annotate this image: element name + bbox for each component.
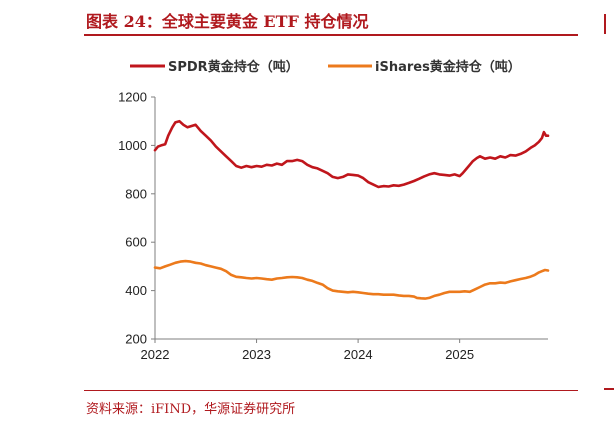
y-tick-label: 400 bbox=[125, 283, 147, 298]
source-divider bbox=[84, 390, 578, 391]
y-tick-label: 200 bbox=[125, 332, 147, 347]
y-tick-label: 600 bbox=[125, 235, 147, 250]
next-figure-edge-bottom bbox=[604, 388, 614, 390]
x-tick-label: 2023 bbox=[242, 347, 271, 362]
chart-axes: 200 400 600 800 1000 1200 2022 2023 2024 2025 bbox=[118, 90, 548, 362]
y-tick-label: 800 bbox=[125, 186, 147, 201]
x-tick-label: 2024 bbox=[344, 347, 373, 362]
legend-label: SPDR黄金持仓（吨） bbox=[168, 59, 299, 75]
x-tick-label: 2025 bbox=[445, 347, 474, 362]
chart-legend: SPDR黄金持仓（吨） iShares黄金持仓（吨） bbox=[130, 59, 521, 75]
y-tick-label: 1000 bbox=[118, 138, 147, 153]
chart-plot-area bbox=[153, 119, 550, 300]
y-tick-label: 1200 bbox=[118, 90, 147, 105]
legend-label: iShares黄金持仓（吨） bbox=[375, 59, 521, 75]
title-divider bbox=[84, 34, 578, 36]
figure-title: 图表 24：全球主要黄金 ETF 持仓情况 bbox=[86, 12, 369, 31]
next-figure-edge bbox=[604, 14, 614, 34]
ishares-series-line bbox=[153, 259, 550, 300]
x-tick-label: 2022 bbox=[141, 347, 170, 362]
spdr-series-line bbox=[153, 119, 550, 189]
source-note: 资料来源：iFIND，华源证券研究所 bbox=[86, 402, 296, 417]
